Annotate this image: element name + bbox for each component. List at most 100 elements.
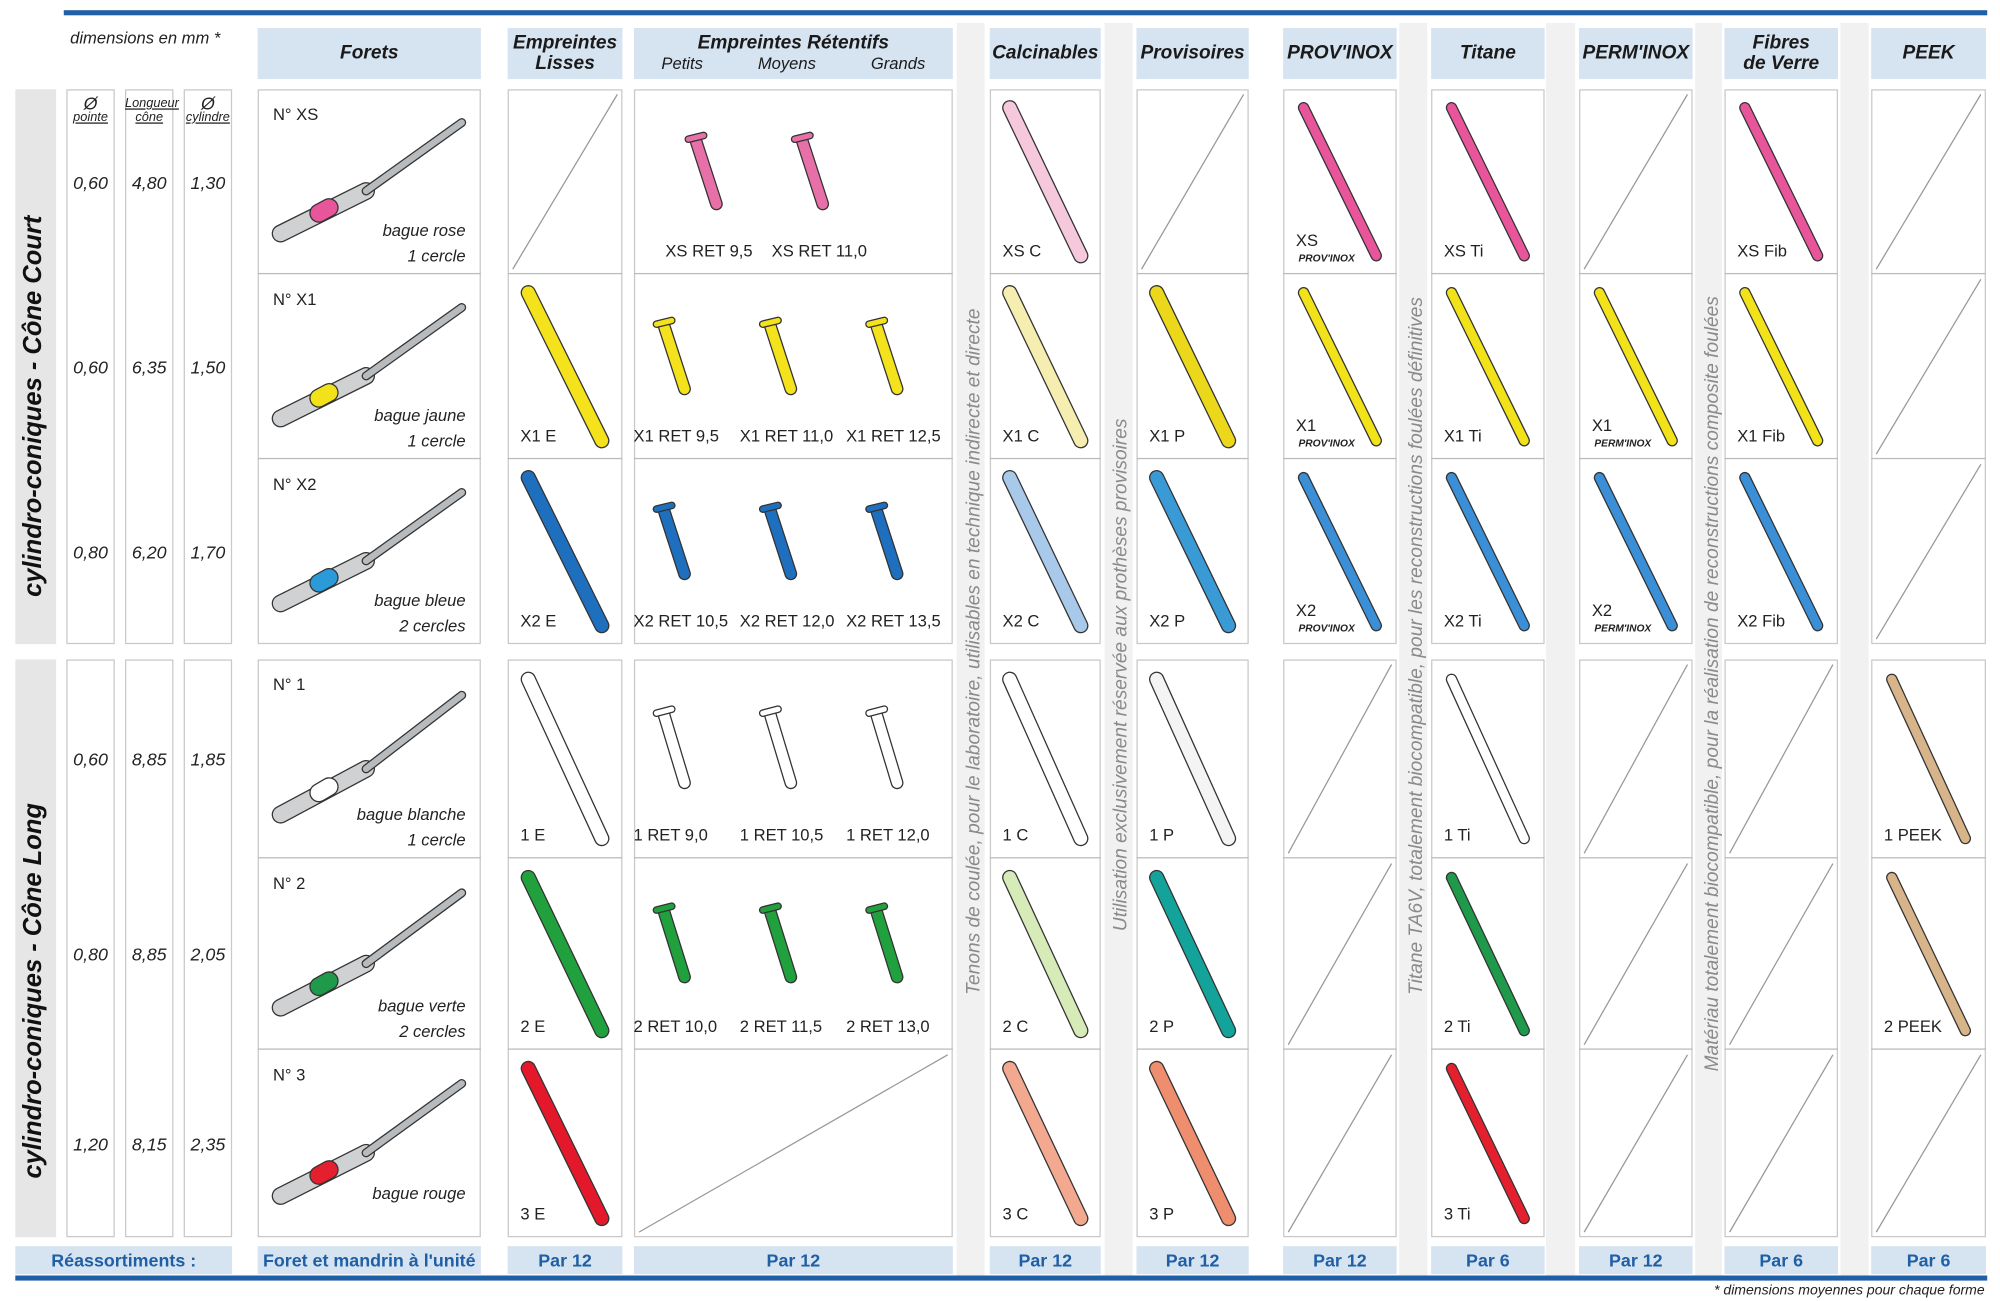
vertical-note: Tenons de coulée, pour le laboratoire, u…	[963, 308, 985, 995]
product-cell-provisoires: X2 P	[1136, 459, 1248, 644]
footer-forets: Foret et mandrin à l'unité	[257, 1246, 481, 1275]
product-cell-fibres	[1724, 1050, 1838, 1237]
group-band	[15, 659, 57, 1238]
post-body	[659, 505, 690, 579]
post-label: 3 Ti	[1443, 1204, 1471, 1224]
post-label: XS Fib	[1737, 241, 1787, 261]
post-drawing	[520, 671, 610, 847]
dim-label: cylindre	[185, 110, 230, 125]
post-drawing	[1002, 869, 1089, 1039]
product-cell-lisses: X1 E	[507, 274, 623, 460]
product-cell-peek	[1871, 89, 1986, 275]
post-body	[685, 132, 707, 142]
product-cell-peek	[1871, 1050, 1986, 1237]
dim-symbol: Ø	[200, 93, 215, 114]
post-label: X2 RET 10,5	[633, 610, 729, 631]
post-body	[362, 692, 465, 773]
dim-value: 8,85	[131, 943, 167, 965]
product-cell-retentifs: 2 RET 10,0 2 RET 11,5 2 RET 13,0	[634, 858, 953, 1050]
post-body	[310, 972, 338, 995]
footer-perminox: Par 12	[1579, 1246, 1693, 1275]
post-body	[310, 569, 338, 592]
post-drawing	[1593, 286, 1678, 447]
column-header-titane: Titane	[1431, 28, 1545, 80]
dim-value: 0,60	[73, 171, 108, 192]
dim-value: 1,30	[190, 171, 226, 192]
product-cell-retentifs: XS RET 9,5 XS RET 11,0	[633, 89, 953, 275]
empty-cell-diagonal	[1141, 94, 1245, 270]
column-header-fibres: Fibres de Verre	[1724, 28, 1838, 80]
post-drawing	[1149, 1060, 1237, 1227]
post-body	[659, 320, 690, 395]
dim-value: 1,70	[190, 541, 226, 562]
bottom-rule	[15, 1275, 1988, 1281]
post-body	[1150, 471, 1235, 633]
vertical-note: Matériau totalement biocompatible, pour …	[1701, 296, 1724, 1072]
post-body	[760, 317, 781, 327]
post-body	[1003, 471, 1088, 633]
post-body	[1740, 288, 1823, 446]
post-body	[866, 903, 887, 913]
post-label: 2 PEEK	[1883, 1016, 1942, 1036]
post-label: 3 E	[520, 1204, 546, 1224]
dim-value: 1,50	[190, 356, 226, 377]
foret-circles: 1 cercle	[407, 246, 466, 266]
column-box-retentifs	[633, 89, 953, 645]
empty-cell-diagonal	[1875, 1054, 1982, 1233]
post-body	[1740, 473, 1823, 631]
dim-label: pointe	[73, 110, 108, 125]
post-body	[1150, 286, 1235, 448]
post-drawing	[271, 690, 467, 824]
post-body	[1447, 1064, 1529, 1223]
product-cell-peek	[1871, 459, 1986, 644]
product-cell-retentifs: X1 RET 9,5 X1 RET 11,0 X1 RET 12,5	[634, 274, 953, 460]
post-drawing	[1445, 102, 1530, 262]
post-body	[797, 135, 828, 210]
post-body	[866, 706, 887, 716]
post-body	[1299, 288, 1381, 446]
product-cell-perminox	[1579, 89, 1693, 275]
empty-cell-diagonal	[638, 1054, 949, 1233]
post-label: 3 C	[1002, 1204, 1029, 1224]
post-body	[521, 672, 609, 845]
post-drawing	[1297, 102, 1382, 262]
post-drawing	[1886, 673, 1972, 845]
dims-note: dimensions en mm *	[70, 28, 221, 48]
post-label: 2 Ti	[1443, 1016, 1471, 1036]
product-cell-forets: N° 1 bague blanche 1 cercle	[257, 659, 481, 859]
post-label: XS Ti	[1443, 241, 1484, 261]
post-drawing	[1445, 1062, 1530, 1225]
post-body	[871, 505, 903, 579]
post-body	[871, 906, 903, 983]
foret-number: N° XS	[272, 104, 319, 124]
product-cell-provinox: XS PROV'INOX	[1283, 89, 1397, 275]
dim-value: 0,80	[73, 943, 108, 965]
post-drawing	[652, 902, 904, 984]
dims-column	[124, 659, 174, 1238]
column-header-perminox: PERM'INOX	[1579, 28, 1693, 80]
footer-provinox: Par 12	[1283, 1246, 1397, 1275]
dim-value: 0,60	[73, 748, 108, 770]
post-body	[310, 199, 338, 222]
post-sublabel: PERM'INOX	[1594, 437, 1652, 449]
product-cell-provinox	[1283, 858, 1397, 1050]
empty-cell-diagonal	[1583, 664, 1689, 854]
post-body	[1447, 674, 1529, 843]
post-label: X1 RET 12,5	[846, 426, 941, 446]
column-header-forets: Forets	[257, 28, 481, 80]
product-cell-lisses: 1 E	[507, 659, 623, 859]
product-cell-forets: N° X1 bague jaune 1 cercle	[257, 274, 481, 460]
post-body	[760, 903, 781, 913]
retentifs-title: Empreintes Rétentifs	[697, 31, 890, 54]
product-cell-perminox	[1579, 659, 1693, 859]
product-cell-titane: X2 Ti	[1431, 459, 1545, 644]
dim-value: 2,05	[190, 943, 226, 965]
separator-band	[1545, 22, 1576, 1276]
separator-band	[956, 22, 985, 1276]
post-drawing	[1002, 470, 1089, 634]
post-sublabel: PROV'INOX	[1298, 252, 1355, 265]
post-drawing	[271, 488, 467, 613]
foret-number: N° 3	[272, 1065, 306, 1085]
footer-provisoires: Par 12	[1136, 1246, 1249, 1275]
